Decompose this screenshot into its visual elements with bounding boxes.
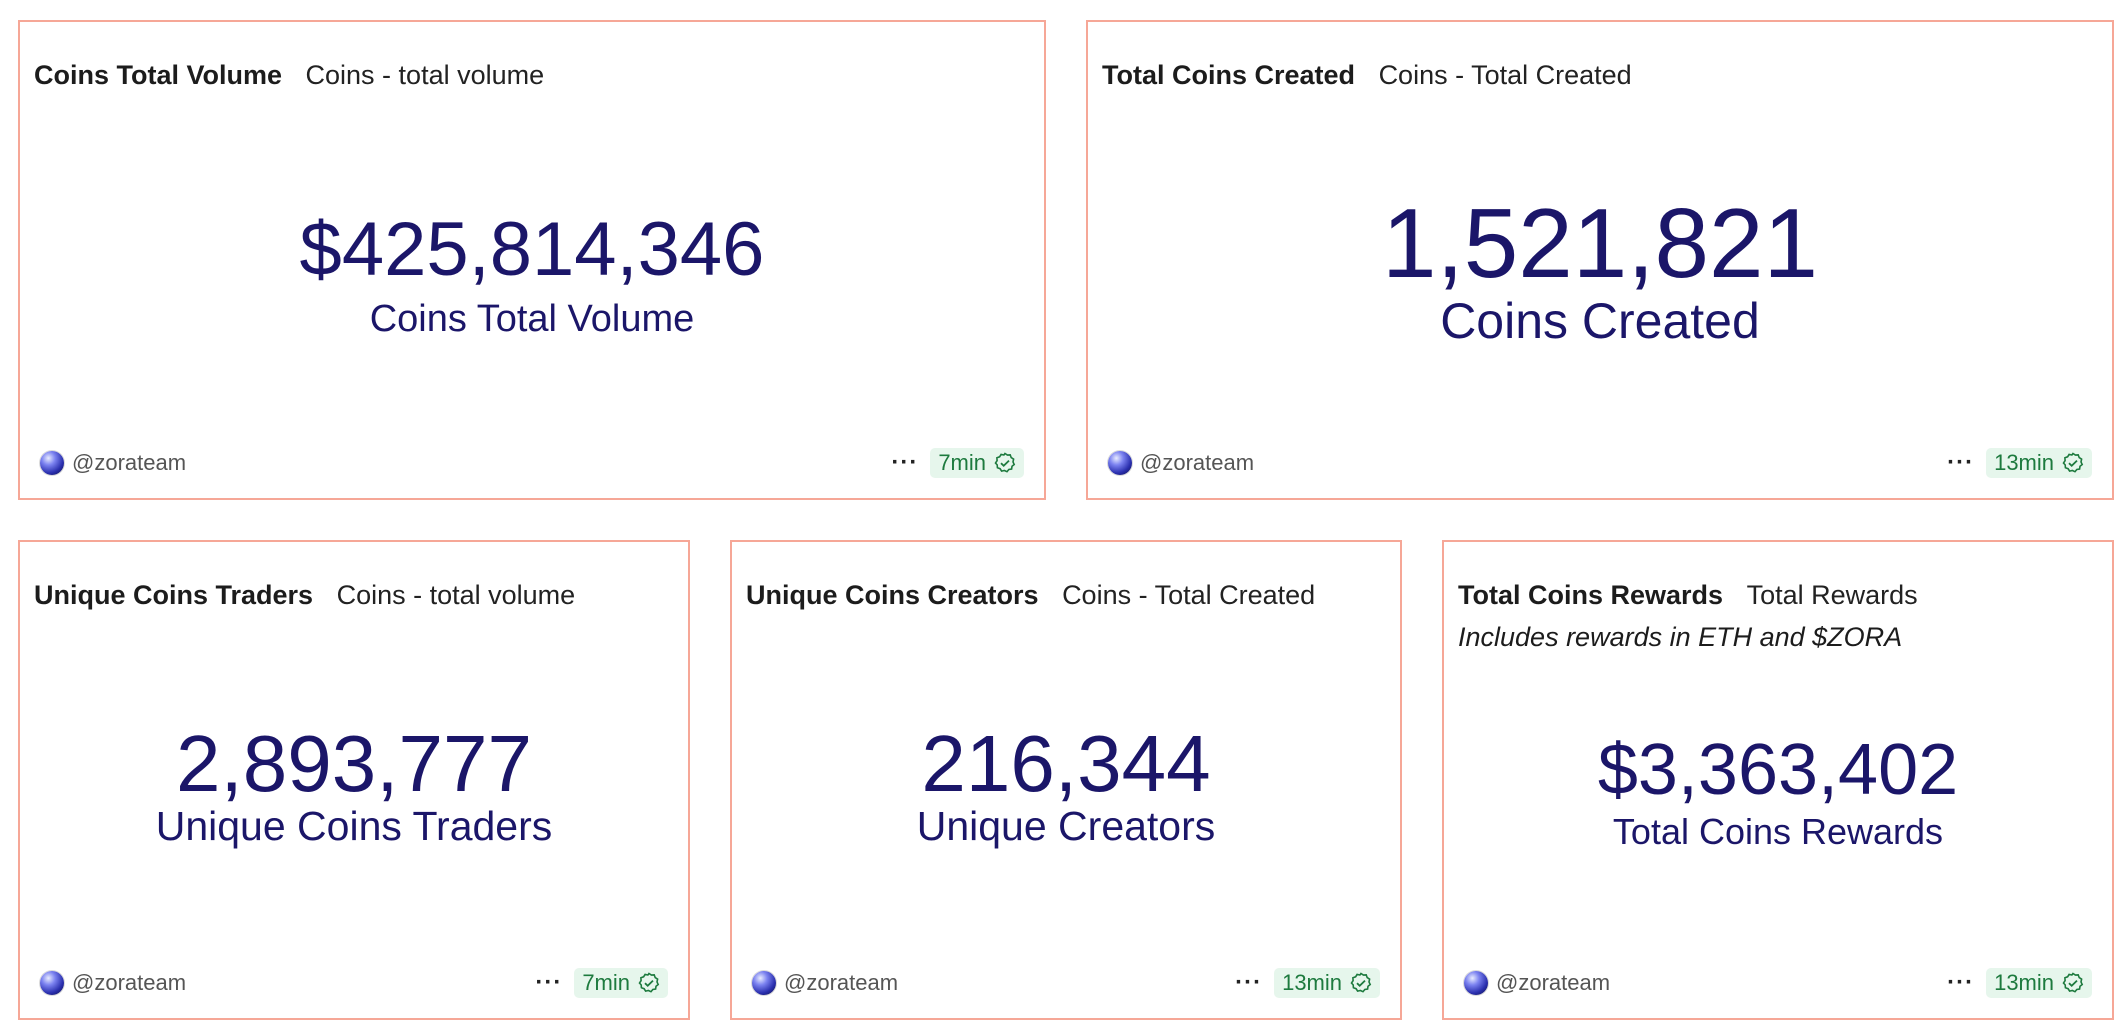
avatar	[40, 451, 64, 475]
owner-link[interactable]: @zorateam	[1464, 970, 1610, 996]
refresh-time: 7min	[582, 970, 630, 995]
avatar	[752, 971, 776, 995]
counter-value: 216,344	[921, 719, 1211, 808]
owner-link[interactable]: @zorateam	[752, 970, 898, 996]
owner-link[interactable]: @zorateam	[40, 450, 186, 476]
card-title[interactable]: Unique Coins Traders	[34, 580, 314, 610]
counter-label: Unique Creators	[916, 803, 1216, 849]
more-horizontal-icon[interactable]: ···	[1947, 969, 1975, 996]
card-header: Total Coins Rewards Total Rewards	[1458, 580, 2098, 611]
owner-handle[interactable]: @zorateam	[1140, 450, 1255, 475]
counter-metric: 216,344 Unique Creators	[732, 724, 1400, 847]
refresh-status-badge[interactable]: 13min	[1986, 448, 2092, 478]
owner-link[interactable]: @zorateam	[40, 970, 186, 996]
refresh-status-badge[interactable]: 7min	[574, 968, 668, 998]
check-circle-icon	[2062, 972, 2084, 994]
check-circle-icon	[994, 452, 1016, 474]
card-subtitle[interactable]: Coins - total volume	[305, 60, 545, 90]
refresh-status-badge[interactable]: 7min	[930, 448, 1024, 478]
check-circle-icon	[2062, 452, 2084, 474]
counter-value: $425,814,346	[299, 207, 765, 292]
owner-handle[interactable]: @zorateam	[72, 970, 187, 995]
refresh-status-badge[interactable]: 13min	[1274, 968, 1380, 998]
check-circle-icon	[1350, 972, 1372, 994]
card-actions: ··· 7min	[535, 968, 668, 998]
unique-coins-traders-card: Unique Coins Traders Coins - total volum…	[18, 540, 690, 1020]
counter-value: 1,521,821	[1382, 188, 1818, 298]
card-header: Coins Total Volume Coins - total volume	[34, 60, 1030, 91]
avatar	[1108, 451, 1132, 475]
card-subtitle[interactable]: Total Rewards	[1746, 580, 1918, 610]
owner-handle[interactable]: @zorateam	[1496, 970, 1611, 995]
counter-label: Unique Coins Traders	[155, 803, 553, 849]
total-coins-rewards-card: Total Coins Rewards Total Rewards Includ…	[1442, 540, 2114, 1020]
card-actions: ··· 7min	[891, 448, 1024, 478]
card-title[interactable]: Total Coins Created	[1102, 60, 1356, 90]
avatar	[1464, 971, 1488, 995]
counter-metric: 1,521,821 Coins Created	[1088, 194, 2112, 346]
owner-handle[interactable]: @zorateam	[72, 450, 187, 475]
card-title[interactable]: Total Coins Rewards	[1458, 580, 1724, 610]
counter-metric: $3,363,402 Total Coins Rewards	[1444, 734, 2112, 850]
counter-metric: 2,893,777 Unique Coins Traders	[20, 724, 688, 847]
coins-total-volume-card: Coins Total Volume Coins - total volume …	[18, 20, 1046, 500]
card-description: Includes rewards in ETH and $ZORA	[1458, 622, 1903, 652]
counter-metric: $425,814,346 Coins Total Volume	[20, 207, 1044, 340]
card-title[interactable]: Unique Coins Creators	[746, 580, 1039, 610]
owner-handle[interactable]: @zorateam	[784, 970, 899, 995]
card-header: Unique Coins Creators Coins - Total Crea…	[746, 580, 1386, 611]
unique-coins-creators-card: Unique Coins Creators Coins - Total Crea…	[730, 540, 1402, 1020]
refresh-time: 13min	[1994, 970, 2054, 995]
total-coins-created-card: Total Coins Created Coins - Total Create…	[1086, 20, 2114, 500]
refresh-time: 13min	[1282, 970, 1342, 995]
counter-label: Total Coins Rewards	[1612, 811, 1944, 852]
more-horizontal-icon[interactable]: ···	[1235, 969, 1263, 996]
card-subtitle[interactable]: Coins - Total Created	[1378, 60, 1632, 90]
counter-label: Coins Created	[1440, 293, 1760, 349]
card-actions: ··· 13min	[1235, 968, 1380, 998]
card-title[interactable]: Coins Total Volume	[34, 60, 283, 90]
refresh-time: 13min	[1994, 450, 2054, 475]
refresh-time: 7min	[938, 450, 986, 475]
counter-value: $3,363,402	[1597, 730, 1959, 810]
card-header: Unique Coins Traders Coins - total volum…	[34, 580, 674, 611]
check-circle-icon	[638, 972, 660, 994]
counter-label: Coins Total Volume	[369, 298, 695, 340]
card-subtitle[interactable]: Coins - total volume	[336, 580, 576, 610]
more-horizontal-icon[interactable]: ···	[1947, 449, 1975, 476]
card-header: Total Coins Created Coins - Total Create…	[1102, 60, 2098, 91]
owner-link[interactable]: @zorateam	[1108, 450, 1254, 476]
refresh-status-badge[interactable]: 13min	[1986, 968, 2092, 998]
card-subtitle[interactable]: Coins - Total Created	[1062, 580, 1316, 610]
counter-value: 2,893,777	[176, 719, 532, 808]
more-horizontal-icon[interactable]: ···	[891, 449, 919, 476]
card-actions: ··· 13min	[1947, 968, 2092, 998]
avatar	[40, 971, 64, 995]
more-horizontal-icon[interactable]: ···	[535, 969, 563, 996]
card-actions: ··· 13min	[1947, 448, 2092, 478]
